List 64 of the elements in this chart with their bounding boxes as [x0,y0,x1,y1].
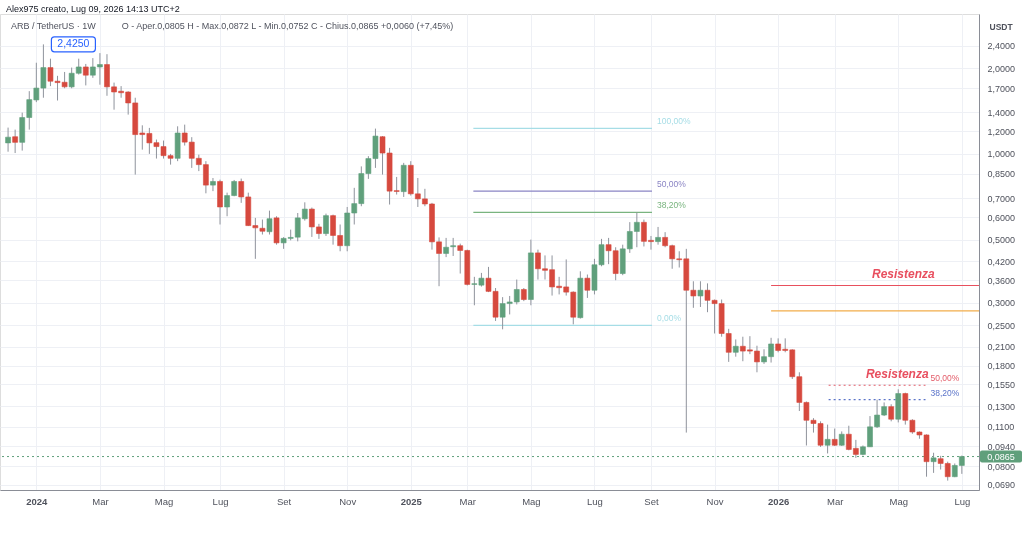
series-label: 100,00% [656,116,691,127]
x-tick-label: Mar [459,495,476,507]
text: Alex975 creato, Lug 09, 2026 14:13 UTC+2 [6,4,180,14]
candlestick [655,226,661,246]
x-tick-label: Mar [826,495,844,507]
y-tick-label: 0,0940 [987,441,1016,452]
x-tick-label: 2024 [26,495,49,507]
x-tick-label: Mag [154,495,174,507]
annotation: Resistenza [871,267,935,282]
candlestick [323,213,329,237]
candlestick [210,177,216,192]
ref-line-label: 0,0865 [987,451,1015,462]
y-tick-label: 0,7000 [987,193,1016,204]
text: 2,4250 [57,37,90,50]
x-tick-label: Mar [92,495,109,507]
series-label: 0,00% [656,313,682,324]
y-tick-label: 0,2100 [987,342,1016,353]
y-tick-label: 0,3000 [987,298,1016,309]
y-tick-label: 0,0800 [987,461,1016,472]
candlestick [697,280,704,308]
y-tick-label: 0,1300 [987,401,1016,412]
candlestick [824,424,831,454]
y-tick-label: 1,4000 [987,107,1016,118]
x-tick-label: Lug [954,495,971,507]
series-label: 38,20% [930,387,960,398]
y-tick-label: 0,2500 [987,320,1016,331]
y-tick-label: 1,2000 [987,126,1016,137]
y-tick-label: 0,1100 [987,422,1015,433]
text: ARB / TetherUS · 1W [11,21,97,31]
candlestick [584,274,591,299]
candlestick [450,237,456,257]
y-tick-label: 0,0690 [987,480,1016,490]
x-tick-label: Set [644,495,659,507]
series-label: 50,00% [656,179,687,190]
y-tick-label: 1,7000 [987,83,1016,94]
y-tick-label: 0,1550 [987,379,1016,390]
candlestick [12,129,18,154]
x-tick-label: 2025 [400,495,423,507]
x-tick-label: 2026 [768,495,790,507]
x-tick-label: Mag [889,495,908,507]
x-tick-label: Nov [339,495,357,507]
text: O - Aper.0,0805 H - Max.0,0872 L - Min.0,0752 C - Chius.0,0865 +0,0060 (+7,45%) [121,21,454,31]
x-tick-label: Nov [706,495,724,507]
y-tick-label: 0,1800 [987,361,1016,372]
y-tick-label: 0,3600 [987,275,1016,286]
series-label: 38,20% [656,200,687,211]
annotation: Resistenza [865,367,929,382]
candlestick [82,63,89,86]
x-tick-label: Mag [522,495,541,507]
x-tick-label: Lug [212,495,229,507]
y-tick-label: 0,6000 [987,212,1016,223]
x-tick-label: Lug [587,495,603,507]
candlestick [5,127,11,153]
candlestick [266,210,273,236]
series-label: 50,00% [930,373,960,384]
candlestick [443,237,449,258]
y-axis-title: USDT [989,21,1014,32]
y-tick-label: 0,8500 [987,169,1016,180]
y-tick-label: 2,4000 [987,41,1016,52]
x-tick-label: Set [276,495,292,507]
y-tick-label: 0,4200 [987,256,1016,267]
y-tick-label: 2,0000 [987,63,1016,74]
y-tick-label: 1,0000 [987,149,1016,160]
y-tick-label: 0,5000 [987,235,1016,246]
